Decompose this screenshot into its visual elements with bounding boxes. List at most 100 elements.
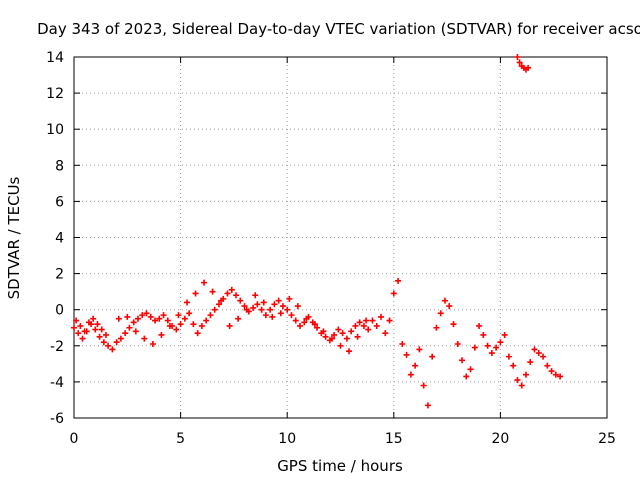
data-point xyxy=(94,321,101,328)
data-point xyxy=(339,330,346,337)
plot-frame xyxy=(73,56,608,419)
data-point xyxy=(522,371,529,378)
data-point xyxy=(235,315,242,322)
data-point xyxy=(71,324,77,331)
data-point xyxy=(296,322,303,329)
data-point xyxy=(164,317,171,324)
data-point xyxy=(471,344,478,351)
data-point xyxy=(269,313,276,320)
data-point xyxy=(209,288,216,295)
data-point xyxy=(122,330,129,337)
data-point xyxy=(177,321,184,328)
data-point xyxy=(166,322,173,329)
data-point xyxy=(102,331,109,338)
data-point xyxy=(369,317,376,324)
data-point xyxy=(433,324,440,331)
data-point xyxy=(224,290,231,297)
data-point xyxy=(360,322,367,329)
data-point xyxy=(149,340,156,347)
data-point xyxy=(441,297,448,304)
data-point xyxy=(337,342,344,349)
data-point xyxy=(109,346,116,353)
data-point xyxy=(117,335,124,342)
data-point xyxy=(311,321,318,328)
data-point xyxy=(501,331,508,338)
data-point xyxy=(75,330,82,337)
data-point xyxy=(181,315,188,322)
data-point xyxy=(160,312,167,319)
data-point xyxy=(476,322,483,329)
data-point xyxy=(459,357,466,364)
data-point xyxy=(382,330,389,337)
y-tick-label: 14 xyxy=(46,50,64,66)
data-point xyxy=(158,331,165,338)
data-point xyxy=(132,328,139,335)
data-point xyxy=(141,335,148,342)
data-point xyxy=(294,303,301,310)
data-point xyxy=(373,322,380,329)
data-point xyxy=(186,310,193,317)
data-point xyxy=(258,306,265,313)
series-sdtvar-late xyxy=(369,277,564,409)
data-point xyxy=(173,326,180,333)
data-point xyxy=(531,346,538,353)
x-tick-label: 25 xyxy=(598,431,616,447)
data-point xyxy=(100,339,107,346)
data-point xyxy=(352,322,359,329)
data-point xyxy=(277,310,284,317)
data-point xyxy=(488,350,495,357)
data-point xyxy=(548,368,555,375)
data-point xyxy=(527,359,534,366)
data-point xyxy=(156,315,163,322)
data-point xyxy=(437,310,444,317)
data-point xyxy=(514,54,521,60)
data-point xyxy=(105,342,112,349)
data-point xyxy=(73,317,80,324)
data-point xyxy=(518,382,525,389)
data-point xyxy=(301,319,308,326)
data-point xyxy=(303,315,310,322)
data-point xyxy=(190,321,197,328)
data-point xyxy=(267,306,274,313)
data-point xyxy=(463,373,470,380)
y-tick-label: 6 xyxy=(55,194,64,210)
data-point xyxy=(493,344,500,351)
data-point xyxy=(275,297,282,304)
series-sdtvar-outlier xyxy=(514,54,532,73)
y-tick-label: 2 xyxy=(55,267,64,283)
data-point xyxy=(346,348,353,355)
data-point xyxy=(218,297,225,304)
data-point xyxy=(98,326,105,333)
data-point xyxy=(207,312,214,319)
data-point xyxy=(516,59,523,66)
data-point xyxy=(92,326,99,333)
y-tick-label: -2 xyxy=(50,339,64,355)
data-point xyxy=(139,312,146,319)
series-sdtvar-main xyxy=(71,286,372,353)
data-point xyxy=(286,295,293,302)
data-point xyxy=(343,335,350,342)
data-point xyxy=(292,317,299,324)
gridlines xyxy=(74,57,607,418)
data-point xyxy=(450,321,457,328)
data-point xyxy=(314,324,321,331)
data-point xyxy=(284,306,291,313)
data-points xyxy=(71,54,564,409)
data-point xyxy=(115,315,122,322)
data-point xyxy=(130,319,137,326)
data-point xyxy=(320,328,327,335)
x-tick-label: 5 xyxy=(176,431,185,447)
data-point xyxy=(85,319,92,326)
y-axis-label: SDTVAR / TECUs xyxy=(5,176,23,299)
data-point xyxy=(407,371,414,378)
data-point xyxy=(390,290,397,297)
data-point xyxy=(467,366,474,373)
data-point xyxy=(96,333,103,340)
data-point xyxy=(250,304,257,311)
data-point xyxy=(126,324,133,331)
data-point xyxy=(252,292,259,299)
data-point xyxy=(510,362,517,369)
data-point xyxy=(416,346,423,353)
data-point xyxy=(233,292,240,299)
